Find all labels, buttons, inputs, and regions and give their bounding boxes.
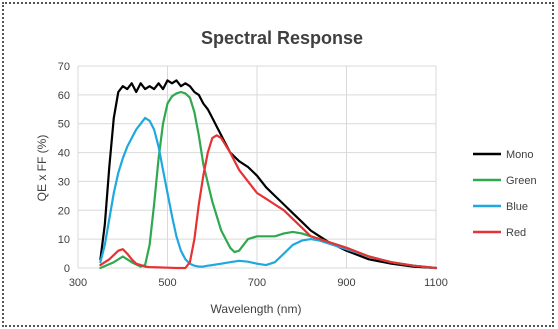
y-tick-label: 0 [64,263,70,275]
y-tick-label: 70 [58,61,70,73]
tick-labels: 0 10 20 30 40 50 60 70 300 500 700 900 1100 [58,61,448,289]
x-tick-label: 1100 [424,277,448,289]
legend-label-mono: Mono [506,149,534,161]
chart-frame [2,2,554,327]
series-line-blue [99,116,438,270]
series-line-mono [99,79,438,270]
y-axis-label: QE x FF (%) [35,135,49,202]
y-tick-label: 20 [58,205,70,217]
y-tick-label: 40 [58,148,70,160]
chart-title: Spectral Response [201,28,363,48]
x-tick-label: 300 [69,277,87,289]
y-tick-label: 60 [58,90,70,102]
y-tick-label: 10 [58,234,70,246]
legend: Mono Green Blue Red [473,149,537,239]
y-tick-label: 30 [58,176,70,188]
x-axis-label: Wavelength (nm) [211,302,302,316]
x-tick-label: 700 [248,277,266,289]
legend-label-green: Green [506,175,537,187]
series-line-red [99,134,438,270]
series-line-green [99,90,438,270]
x-tick-label: 500 [158,277,176,289]
gridlines [77,65,437,269]
y-tick-label: 50 [58,119,70,131]
x-tick-label: 900 [337,277,355,289]
legend-label-red: Red [506,227,526,239]
legend-label-blue: Blue [506,201,528,213]
series-lines [99,79,438,270]
